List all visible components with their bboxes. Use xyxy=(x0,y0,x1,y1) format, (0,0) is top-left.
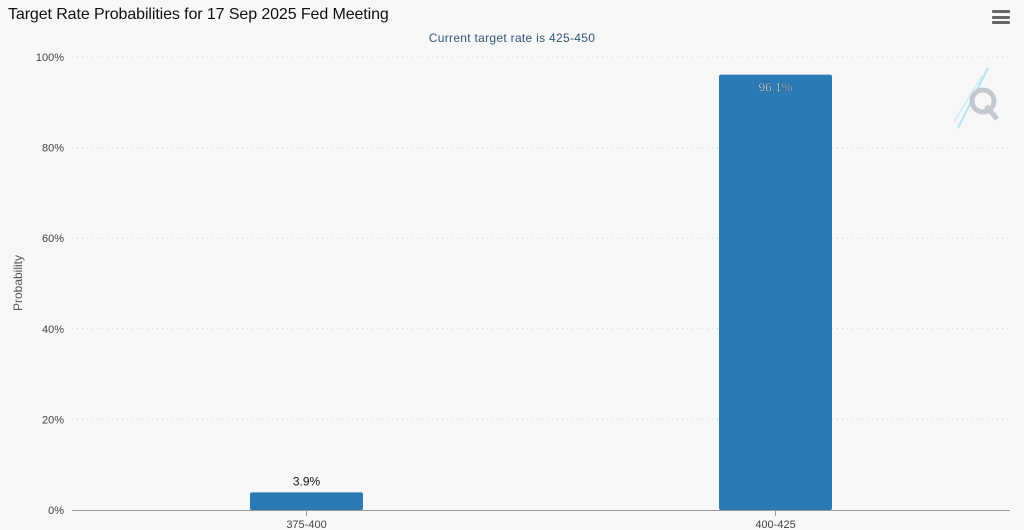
y-axis-label: Probability xyxy=(11,255,25,311)
y-tick-label: 80% xyxy=(42,143,64,155)
bar-375-400[interactable] xyxy=(250,492,363,510)
y-tick-label: 100% xyxy=(36,52,64,64)
y-tick-label: 60% xyxy=(42,233,64,245)
bar-400-425[interactable] xyxy=(719,74,832,511)
chart-title: Target Rate Probabilities for 17 Sep 202… xyxy=(8,6,389,23)
data-label: 3.9% xyxy=(293,474,321,488)
quikstrike-logo-icon xyxy=(953,67,999,129)
y-tick-label: 40% xyxy=(42,324,64,336)
chart-subtitle: Current target rate is 425-450 xyxy=(428,31,596,45)
x-tick-label: 400-425 xyxy=(755,519,795,530)
data-label: 96.1% xyxy=(758,81,792,95)
y-tick-label: 0% xyxy=(48,505,64,517)
y-tick-label: 20% xyxy=(42,414,64,426)
x-tick-label: 375-400 xyxy=(286,519,326,530)
hamburger-menu-icon[interactable] xyxy=(992,8,1010,26)
